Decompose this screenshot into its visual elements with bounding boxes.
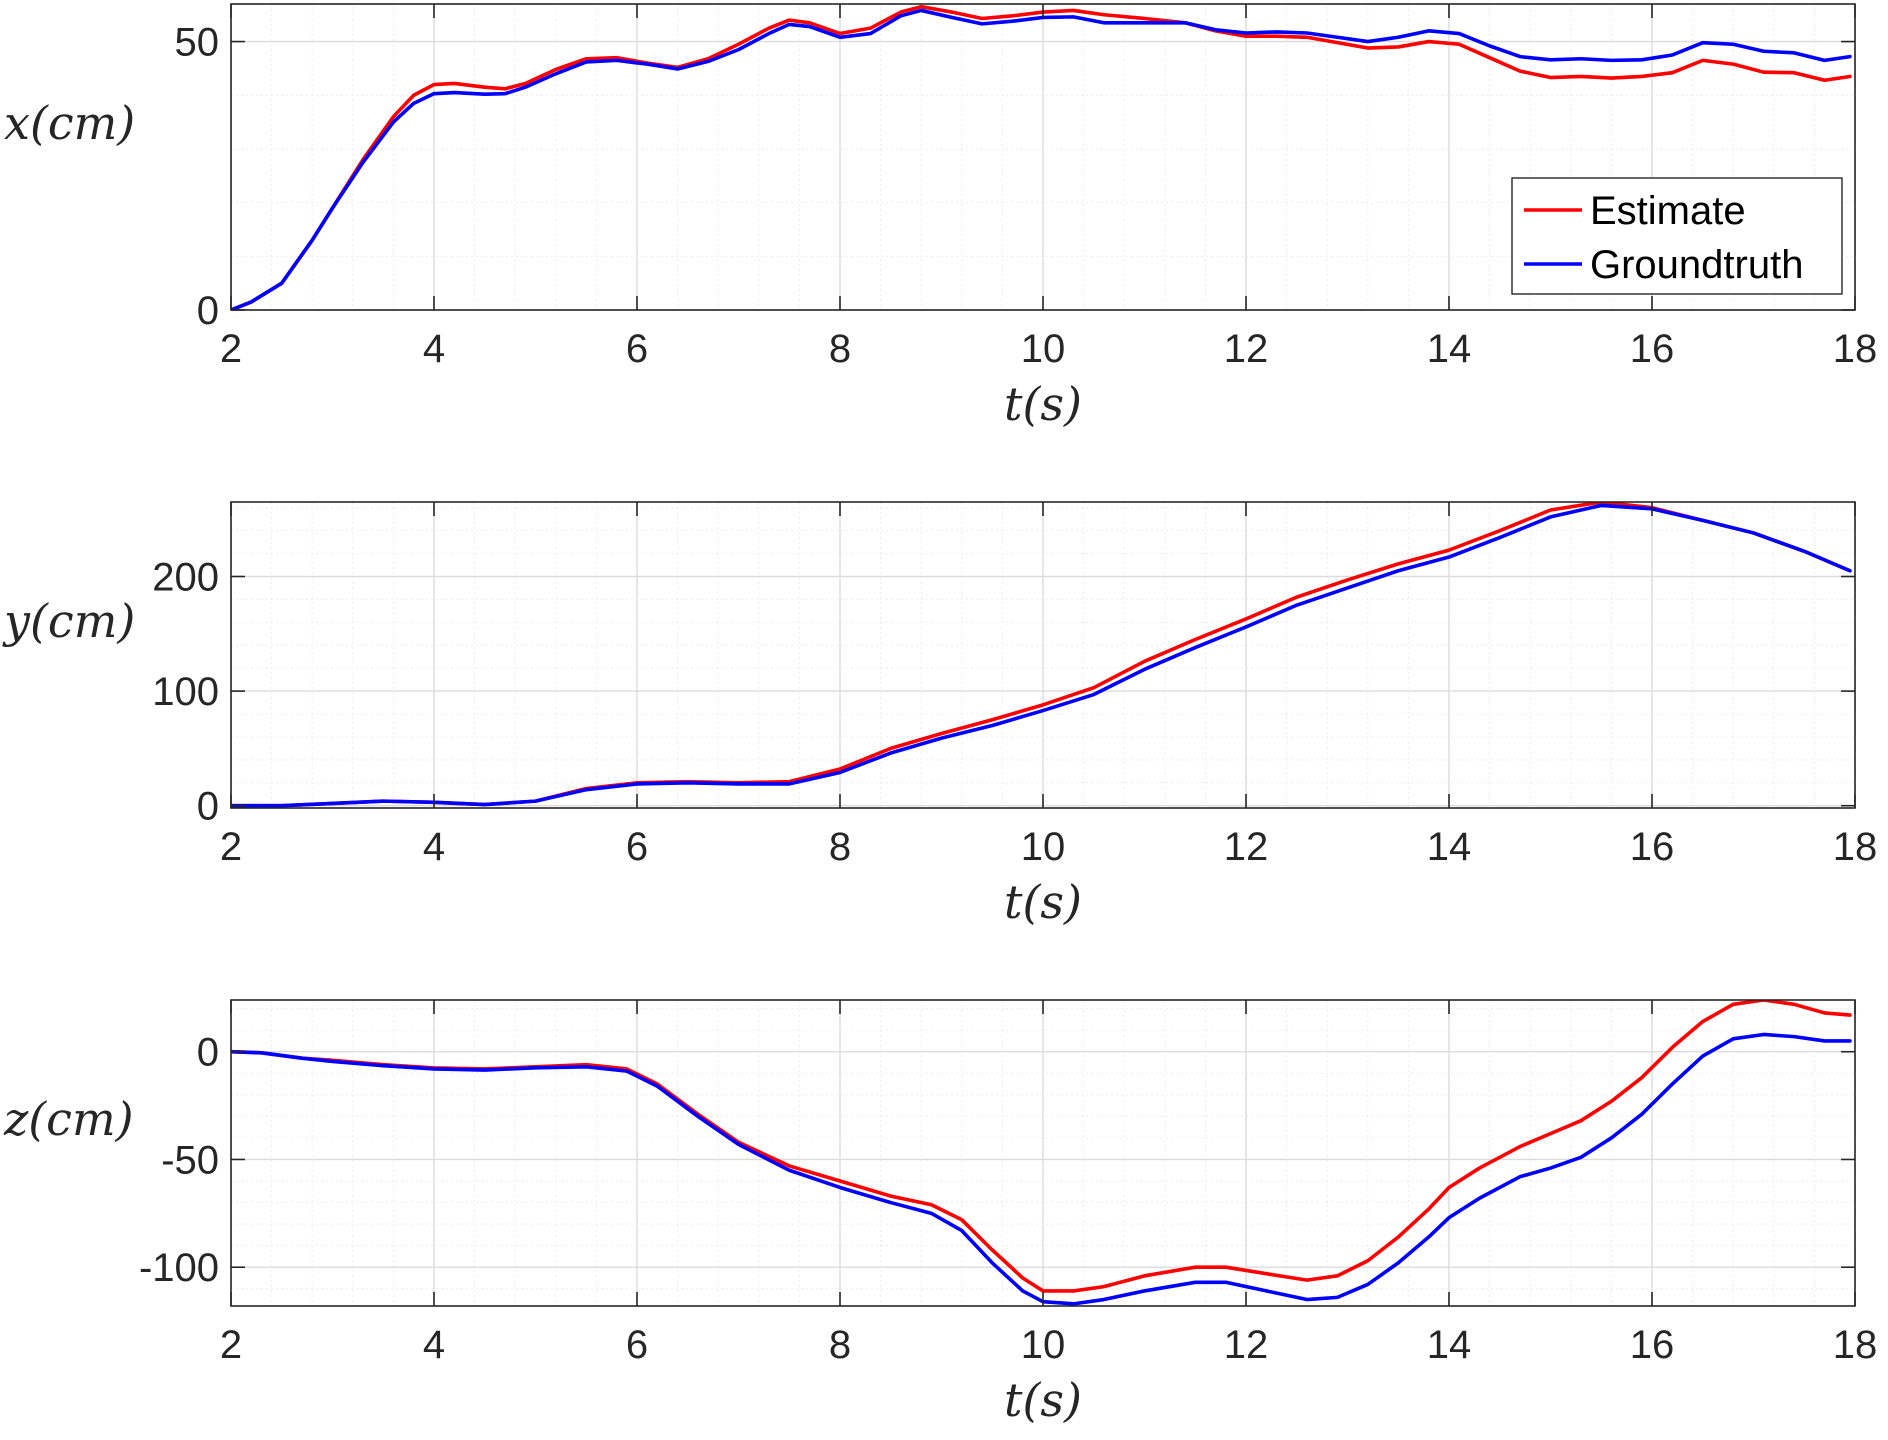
x-tick-label: 14 <box>1427 825 1472 869</box>
x-tick-label: 18 <box>1833 825 1878 869</box>
legend-box <box>1511 177 1843 295</box>
x-tick-label: 4 <box>423 1323 445 1367</box>
x-axis-label: t(s) <box>1004 1373 1082 1427</box>
x-axis-label: t(s) <box>1004 875 1082 929</box>
legend-label-groundtruth: Groundtruth <box>1590 243 1803 287</box>
legend-label-estimate: Estimate <box>1590 189 1746 233</box>
x-tick-label: 2 <box>220 825 242 869</box>
x-tick-label: 4 <box>423 327 445 371</box>
series-group <box>231 1000 1852 1306</box>
x-tick-label: 2 <box>220 1323 242 1367</box>
x-tick-label: 18 <box>1833 1323 1878 1367</box>
x-tick-label: 6 <box>626 1323 648 1367</box>
x-axis-label: t(s) <box>1004 377 1082 431</box>
x-tick-label: 6 <box>626 327 648 371</box>
x-tick-label: 12 <box>1224 1323 1269 1367</box>
x-tick-label: 16 <box>1630 327 1675 371</box>
series-line-estimate <box>231 4 1852 310</box>
y-axis-label: x(cm) <box>4 96 135 150</box>
series-line-groundtruth <box>231 503 1852 808</box>
panel-2: 2 4 6 8 10 12 14 16 18 0 100 200 t(s) y(cm) <box>2 501 1878 929</box>
series-line-groundtruth <box>231 8 1852 310</box>
x-tick-label: 8 <box>829 327 851 371</box>
y-axis-label: y(cm) <box>2 594 135 648</box>
x-tick-label: 16 <box>1630 1323 1675 1367</box>
series-line-groundtruth <box>231 1032 1852 1306</box>
x-tick-label: 8 <box>829 825 851 869</box>
x-tick-label: 10 <box>1021 1323 1066 1367</box>
x-tick-label: 16 <box>1630 825 1675 869</box>
series-group <box>231 4 1852 310</box>
x-tick-label: 14 <box>1427 327 1472 371</box>
grid <box>230 502 1856 808</box>
y-tick-label: 50 <box>175 21 220 65</box>
x-tick-label: 10 <box>1021 825 1066 869</box>
y-tick-label: -50 <box>161 1138 219 1182</box>
x-tick-label: 10 <box>1021 327 1066 371</box>
y-tick-label: 100 <box>152 670 219 714</box>
y-tick-label: 0 <box>197 1031 219 1075</box>
x-tick-label: 12 <box>1224 825 1269 869</box>
series-group <box>231 502 1852 808</box>
x-tick-label: 12 <box>1224 327 1269 371</box>
panel-1: 2 4 6 8 10 12 14 16 18 0 50 t(s) x(cm) Estimate Ground… <box>4 3 1878 431</box>
y-tick-label: -100 <box>139 1246 219 1290</box>
y-tick-label: 0 <box>197 289 219 333</box>
x-tick-label: 2 <box>220 327 242 371</box>
x-tick-label: 18 <box>1833 327 1878 371</box>
x-tick-label: 8 <box>829 1323 851 1367</box>
legend: Estimate Groundtruth <box>1511 177 1843 295</box>
x-tick-label: 4 <box>423 825 445 869</box>
y-tick-label: 0 <box>197 785 219 829</box>
panel-3: 2 4 6 8 10 12 14 16 18 -100 -50 0 t(s) z(cm) <box>3 999 1878 1427</box>
y-tick-label: 200 <box>152 555 219 599</box>
x-tick-label: 6 <box>626 825 648 869</box>
y-axis-label: z(cm) <box>3 1092 134 1146</box>
x-tick-label: 14 <box>1427 1323 1472 1367</box>
grid <box>230 1000 1856 1306</box>
